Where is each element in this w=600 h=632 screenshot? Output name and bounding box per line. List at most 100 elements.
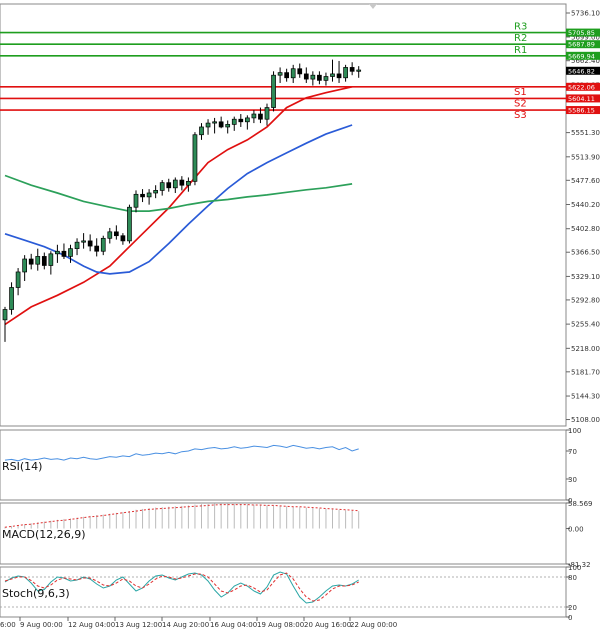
stoch-label: Stoch(9,6,3)	[2, 587, 70, 600]
macd-signal-line	[4, 504, 359, 528]
level-price-box-s2	[566, 94, 600, 103]
candle-body[interactable]	[159, 182, 165, 191]
stoch-panel[interactable]	[0, 566, 567, 618]
x-axis-label: 14 Aug 20:00	[162, 621, 209, 629]
level-name-label: R3	[514, 22, 527, 33]
candle-body[interactable]	[107, 231, 113, 239]
candle-body[interactable]	[127, 206, 132, 242]
candle-body[interactable]	[140, 193, 145, 198]
candle-body[interactable]	[317, 74, 322, 81]
macd-tick-label: 58.569	[568, 500, 593, 508]
candle-body[interactable]	[251, 113, 257, 119]
x-axis-label: 13 Aug 12:00	[115, 621, 162, 629]
candle-body[interactable]	[100, 237, 106, 252]
candle-body[interactable]	[61, 250, 67, 257]
candle-body[interactable]	[55, 250, 60, 255]
candle-body[interactable]	[205, 122, 211, 128]
rsi-label: RSI(14)	[2, 460, 42, 473]
candle-body[interactable]	[74, 241, 80, 250]
price-tick-label: 5662.40	[571, 57, 600, 65]
moving-average-line	[4, 174, 353, 212]
macd-tick-label: -81.32	[568, 561, 591, 569]
level-price-box-r2	[566, 40, 600, 49]
level-price-label: 5622.06	[568, 83, 595, 91]
candle-body[interactable]	[41, 256, 47, 266]
candle-body[interactable]	[323, 76, 329, 81]
candle-body[interactable]	[199, 126, 204, 136]
x-axis-label: 12 Aug 04:00	[68, 621, 115, 629]
candle-body[interactable]	[303, 73, 309, 80]
rsi-tick-label: 0	[568, 497, 572, 505]
macd-panel[interactable]	[0, 502, 567, 565]
candle-body[interactable]	[212, 121, 217, 124]
candle-body[interactable]	[310, 74, 316, 80]
candle-body[interactable]	[349, 67, 355, 72]
stoch-d-line	[4, 572, 359, 602]
stoch-tick-label: 20	[568, 604, 577, 612]
rsi-tick-label: 100	[568, 427, 581, 435]
candle-body[interactable]	[225, 124, 231, 128]
candle-body[interactable]	[264, 107, 270, 120]
candle-body[interactable]	[2, 309, 8, 321]
candle-body[interactable]	[22, 258, 27, 273]
macd-tick-label: 0.00	[568, 526, 584, 534]
candle-body[interactable]	[172, 179, 178, 189]
candle-body[interactable]	[35, 256, 41, 265]
stoch-tick-label: 0	[568, 614, 572, 622]
price-tick-label: 5440.20	[571, 201, 600, 209]
candle-body[interactable]	[81, 240, 86, 243]
level-name-label: S2	[514, 98, 527, 109]
candle-body[interactable]	[218, 121, 224, 128]
candle-body[interactable]	[245, 117, 250, 123]
candle-body[interactable]	[146, 192, 152, 198]
price-tick-label: 5108.00	[571, 416, 600, 424]
level-name-label: R2	[514, 33, 527, 44]
price-tick-label: 5329.10	[571, 273, 600, 281]
candle-body[interactable]	[284, 72, 289, 79]
candle-body[interactable]	[258, 113, 263, 120]
price-tick-label: 5513.90	[571, 153, 600, 161]
candle-body[interactable]	[120, 235, 126, 242]
price-tick-label: 5736.10	[571, 9, 600, 17]
candle-body[interactable]	[231, 118, 237, 125]
candle-body[interactable]	[343, 67, 348, 79]
candle-body[interactable]	[277, 72, 283, 76]
level-name-label: S3	[514, 110, 527, 121]
price-tick-label: 5551.30	[571, 129, 600, 137]
candle-body[interactable]	[238, 118, 244, 123]
price-tick-label: 5255.40	[571, 321, 600, 329]
candle-body[interactable]	[28, 258, 34, 265]
candle-body[interactable]	[271, 74, 276, 108]
candle-body[interactable]	[179, 179, 185, 186]
level-price-label: 5586.15	[568, 107, 595, 115]
current-price-box	[566, 66, 600, 75]
candle-body[interactable]	[133, 193, 139, 208]
candle-body[interactable]	[9, 287, 14, 310]
price-tick-label: 5181.70	[571, 368, 600, 376]
scroll-marker-icon[interactable]	[369, 4, 377, 9]
x-axis-label: 16 Aug 04:00	[210, 621, 257, 629]
candle-body[interactable]	[290, 68, 296, 79]
candle-body[interactable]	[153, 190, 158, 194]
main-panel[interactable]	[0, 3, 567, 427]
x-axis-label: 19 Aug 08:00	[257, 621, 304, 629]
candle-body[interactable]	[330, 73, 335, 77]
rsi-panel[interactable]	[0, 429, 567, 501]
candle-body[interactable]	[68, 248, 73, 257]
candle-body[interactable]	[186, 180, 191, 186]
candle-body[interactable]	[113, 231, 119, 237]
candle-body[interactable]	[166, 182, 172, 189]
candle-body[interactable]	[192, 134, 198, 182]
candle-body[interactable]	[94, 245, 100, 252]
candle-body[interactable]	[336, 73, 342, 79]
candle-body[interactable]	[48, 253, 54, 266]
price-tick-label: 5366.50	[571, 249, 600, 257]
level-price-label: 5604.11	[568, 95, 595, 103]
candle-body[interactable]	[15, 271, 21, 288]
candle-body[interactable]	[297, 68, 303, 75]
candle-body[interactable]	[87, 240, 93, 247]
level-name-label: S1	[514, 87, 527, 98]
level-name-label: R1	[514, 45, 527, 56]
candle-body[interactable]	[356, 69, 362, 72]
